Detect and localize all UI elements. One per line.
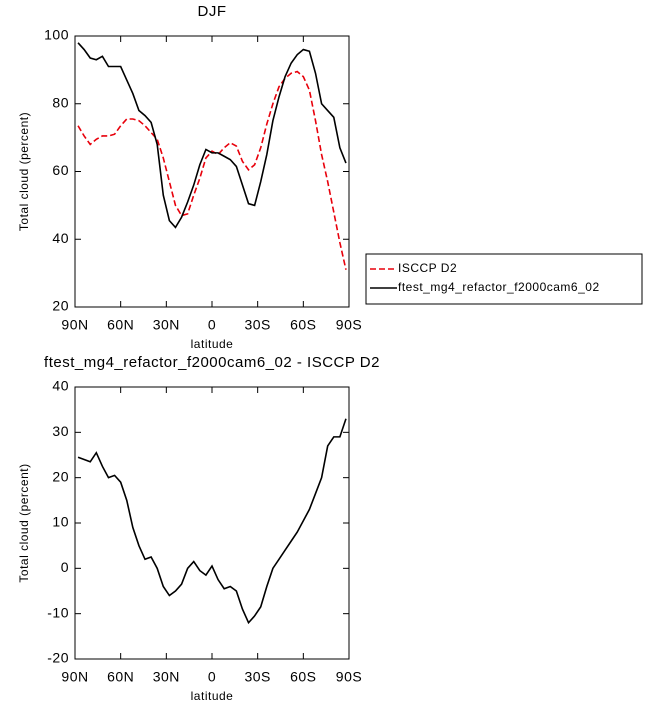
- x-tick-label: 90S: [336, 317, 362, 333]
- x-tick-label: 30S: [244, 669, 270, 685]
- y-tick-label: 40: [52, 378, 69, 394]
- x-tick-label: 0: [208, 317, 216, 333]
- y-tick-label: 80: [52, 94, 69, 110]
- legend-label: ISCCP D2: [398, 261, 457, 275]
- y-tick-label: 60: [52, 162, 69, 178]
- chart-title: ftest_mg4_refactor_f2000cam6_02 - ISCCP …: [44, 354, 380, 371]
- x-axis-label: latitude: [191, 337, 234, 351]
- data-line: [77, 418, 347, 625]
- y-tick-label: -10: [47, 604, 69, 620]
- legend-label: ftest_mg4_refactor_f2000cam6_02: [398, 280, 600, 294]
- legend-box: [365, 253, 643, 305]
- y-tick-label: -20: [47, 650, 69, 666]
- x-axis-label: latitude: [191, 689, 234, 703]
- y-tick-label: 20: [52, 298, 69, 314]
- x-tick-label: 90N: [61, 317, 88, 333]
- x-tick-label: 60N: [107, 669, 134, 685]
- x-tick-label: 30S: [244, 317, 270, 333]
- x-tick-label: 90S: [336, 669, 362, 685]
- x-tick-label: 60S: [290, 317, 316, 333]
- x-tick-label: 60S: [290, 669, 316, 685]
- data-line: [77, 70, 347, 270]
- plot-frame: [74, 386, 350, 660]
- x-tick-label: 30N: [153, 669, 180, 685]
- x-tick-label: 60N: [107, 317, 134, 333]
- y-tick-label: 10: [52, 514, 69, 530]
- y-tick-label: 0: [61, 559, 69, 575]
- y-axis-label: Total cloud (percent): [17, 463, 31, 582]
- x-tick-label: 90N: [61, 669, 88, 685]
- plot-frame: [74, 35, 350, 308]
- x-tick-label: 0: [208, 669, 216, 685]
- data-line: [77, 42, 347, 229]
- y-tick-label: 30: [52, 423, 69, 439]
- y-axis-label: Total cloud (percent): [17, 112, 31, 231]
- y-tick-label: 40: [52, 230, 69, 246]
- x-tick-label: 30N: [153, 317, 180, 333]
- chart-title: DJF: [198, 3, 227, 20]
- y-tick-label: 20: [52, 468, 69, 484]
- y-tick-label: 100: [44, 27, 69, 43]
